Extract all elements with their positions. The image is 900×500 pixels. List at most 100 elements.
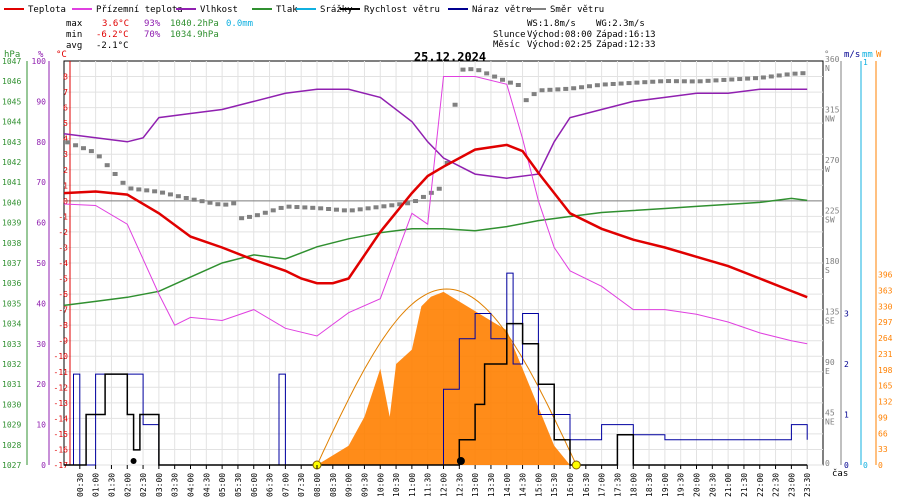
wind-direction-point bbox=[681, 79, 687, 84]
wind-direction-point bbox=[341, 208, 347, 213]
direction-tick-label: 45 bbox=[825, 409, 835, 418]
wind-direction-point bbox=[673, 79, 679, 84]
temperature-tick-label: 8 bbox=[63, 73, 68, 82]
time-tick-label: 04:00 bbox=[187, 473, 196, 497]
pressure-tick-label: 1031 bbox=[2, 380, 21, 389]
temperature-tick-label: -11 bbox=[54, 368, 69, 377]
temperature-tick-label: -1 bbox=[58, 212, 68, 221]
wind-direction-point bbox=[318, 206, 324, 211]
pressure-line bbox=[63, 197, 808, 307]
sunset-marker bbox=[571, 460, 581, 470]
humidity-tick-label: 60 bbox=[36, 219, 46, 228]
wind-direction-point bbox=[745, 76, 751, 81]
rain-unit: mm bbox=[862, 50, 873, 60]
wind-direction-point bbox=[705, 78, 711, 83]
solar-tick-label: 0 bbox=[878, 461, 883, 470]
solar-tick-label: 297 bbox=[878, 318, 893, 327]
time-tick-label: 12:00 bbox=[440, 473, 449, 497]
legend-label-1: Přízemní teplota bbox=[96, 5, 183, 15]
humidity-tick-label: 90 bbox=[36, 97, 46, 106]
solar-tick-label: 99 bbox=[878, 413, 888, 422]
pressure-tick-label: 1042 bbox=[2, 158, 21, 167]
wind-direction-point bbox=[602, 82, 608, 87]
wind-direction-point bbox=[800, 71, 806, 76]
wind-direction-point bbox=[768, 74, 774, 79]
temperature-unit: °C bbox=[56, 50, 67, 60]
pressure-tick-label: 1029 bbox=[2, 421, 21, 430]
stats-avg-temp: -2.1°C bbox=[96, 41, 129, 51]
temperature-tick-label: -14 bbox=[54, 414, 69, 423]
wind-direction-point bbox=[65, 140, 71, 145]
wind-tick-label: 2 bbox=[844, 360, 849, 369]
direction-tick-label: 225 bbox=[825, 207, 840, 216]
temperature-tick-label: -4 bbox=[58, 259, 68, 268]
wind-direction-point bbox=[436, 186, 442, 191]
temperature-tick-label: -10 bbox=[54, 352, 69, 361]
humidity-tick-label: 30 bbox=[36, 340, 46, 349]
stats-max-temp: 3.6°C bbox=[102, 19, 129, 29]
time-tick-label: 01:30 bbox=[107, 473, 116, 497]
rain-tick-label: 0 bbox=[863, 461, 868, 470]
temperature-tick-label: 6 bbox=[63, 104, 68, 113]
pressure-tick-label: 1039 bbox=[2, 219, 21, 228]
wind-direction-point bbox=[80, 146, 86, 151]
wind-direction-point bbox=[689, 79, 695, 84]
wind-direction-point bbox=[579, 85, 585, 90]
time-tick-label: 18:00 bbox=[629, 473, 638, 497]
temperature-tick-label: -15 bbox=[54, 430, 69, 439]
wind-direction-point bbox=[96, 154, 102, 159]
time-tick-label: 02:30 bbox=[139, 473, 148, 497]
temperature-tick-label: -12 bbox=[54, 383, 69, 392]
wind-direction-point bbox=[278, 205, 284, 210]
moon-label: Měsíc bbox=[493, 40, 520, 50]
stats-min-temp: -6.2°C bbox=[96, 30, 129, 40]
wind-direction-point bbox=[531, 92, 537, 97]
wind-direction-point bbox=[610, 81, 616, 86]
legend-label-5: Rychlost větru bbox=[364, 5, 440, 15]
pressure-tick-label: 1044 bbox=[2, 118, 21, 127]
time-tick-label: 07:00 bbox=[281, 473, 290, 497]
wind-direction-point bbox=[413, 199, 419, 204]
time-tick-label: 20:00 bbox=[693, 473, 702, 497]
solar-tick-label: 231 bbox=[878, 350, 893, 359]
wind-tick-label: 0 bbox=[844, 461, 849, 470]
pressure-tick-label: 1045 bbox=[2, 97, 21, 106]
pressure-tick-label: 1043 bbox=[2, 138, 21, 147]
wind-gust-summary: WG:2.3m/s bbox=[596, 19, 645, 29]
pressure-tick-label: 1041 bbox=[2, 178, 21, 187]
direction-tick-label: 180 bbox=[825, 257, 840, 266]
humidity-tick-label: 50 bbox=[36, 259, 46, 268]
wind-direction-point bbox=[333, 207, 339, 212]
humidity-tick-label: 0 bbox=[41, 461, 46, 470]
wind-direction-point bbox=[539, 88, 545, 93]
stats-max-press: 1040.2hPa bbox=[170, 19, 219, 29]
solar-tick-label: 66 bbox=[878, 429, 888, 438]
temperature-tick-label: -13 bbox=[54, 399, 69, 408]
wind-direction-point bbox=[270, 208, 276, 213]
wind-direction-point bbox=[547, 87, 553, 92]
wind-direction-point bbox=[389, 203, 395, 208]
solar-tick-label: 396 bbox=[878, 271, 893, 280]
time-tick-label: 03:30 bbox=[171, 473, 180, 497]
wind-direction-point bbox=[586, 84, 592, 89]
compass-label: NW bbox=[825, 115, 835, 124]
moonset-marker bbox=[456, 457, 465, 465]
wind-direction-point bbox=[310, 205, 316, 210]
wind-direction-point bbox=[776, 73, 782, 78]
wind-direction-point bbox=[152, 189, 158, 194]
direction-tick-label: 360 bbox=[825, 55, 840, 64]
wind-direction-point bbox=[500, 77, 506, 82]
time-tick-label: 08:00 bbox=[313, 473, 322, 497]
sun-label: Slunce bbox=[493, 30, 526, 40]
temperature-tick-label: 3 bbox=[63, 150, 68, 159]
solar-tick-label: 264 bbox=[878, 334, 893, 343]
wind-direction-point bbox=[397, 202, 403, 207]
wind-direction-point bbox=[207, 200, 213, 205]
time-tick-label: 21:00 bbox=[724, 473, 733, 497]
wind-direction-point bbox=[507, 80, 513, 85]
pressure-tick-label: 1047 bbox=[2, 57, 21, 66]
stats-max-hum: 93% bbox=[144, 19, 161, 29]
sun-rise: Východ:08:00 bbox=[527, 30, 592, 40]
solar-tick-label: 132 bbox=[878, 398, 893, 407]
temperature-tick-label: 0 bbox=[63, 197, 68, 206]
